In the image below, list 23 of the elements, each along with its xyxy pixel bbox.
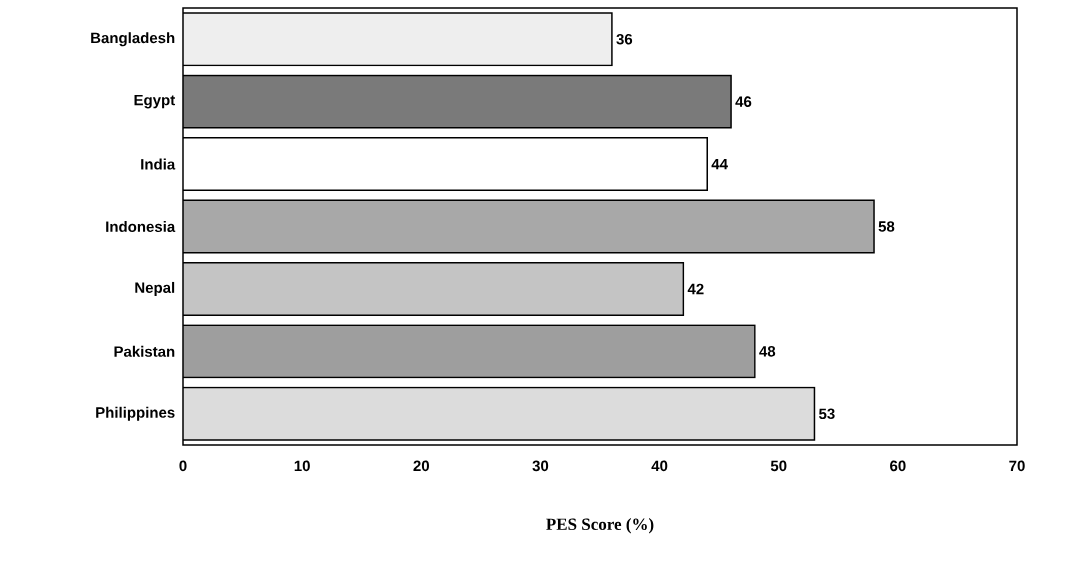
data-label: 42 (687, 283, 704, 295)
x-tick-label: 10 (294, 460, 310, 472)
y-tick-label: Egypt (134, 94, 176, 109)
y-tick-label: Pakistan (114, 345, 175, 357)
data-label: 48 (759, 346, 776, 357)
x-tick-label: 30 (532, 460, 549, 472)
x-tick-label: 20 (413, 460, 429, 472)
y-tick-label: Philippines (96, 406, 175, 421)
data-label: 44 (711, 158, 728, 170)
y-tick-label: Bangladesh (91, 32, 175, 47)
data-label: 46 (735, 96, 752, 107)
data-label: 36 (616, 33, 633, 45)
x-tick-label: 0 (179, 460, 187, 472)
x-axis-title: PES Score (%) (546, 518, 654, 534)
x-tick-label: 40 (651, 460, 668, 472)
x-tick-label: 60 (890, 460, 906, 472)
x-tick-label: 50 (770, 460, 787, 472)
y-tick-label: Nepal (135, 281, 175, 296)
data-label: 53 (819, 408, 835, 420)
data-label: 58 (878, 221, 895, 232)
y-tick-label: Indonesia (106, 221, 176, 233)
x-tick-label: 70 (1009, 460, 1025, 472)
y-tick-label: India (141, 158, 176, 170)
